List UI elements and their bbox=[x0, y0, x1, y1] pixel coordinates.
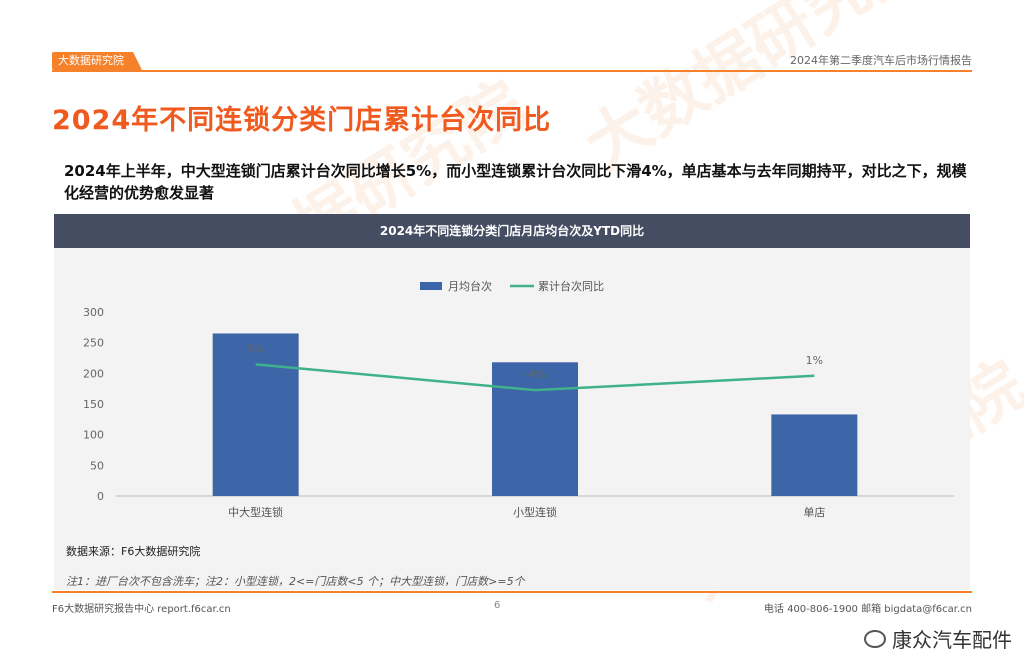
data-label: 5% bbox=[247, 342, 264, 355]
report-name: 2024年第二季度汽车后市场行情报告 bbox=[790, 54, 972, 67]
page-number: 6 bbox=[494, 600, 501, 611]
chart: 0 50 100 150 200 250 300 中大型连锁 小型连锁 单店 5% -4% 1% 月均台次… bbox=[83, 279, 954, 519]
chart-panel: 2024年不同连锁分类门店月店均台次及YTD同比 0 50 100 150 200 250… bbox=[54, 214, 970, 590]
page-title: 2024年不同连锁分类门店累计台次同比 bbox=[52, 105, 552, 136]
y-tick-label: 50 bbox=[90, 459, 104, 472]
y-tick-label: 200 bbox=[83, 367, 104, 380]
x-tick-label: 单店 bbox=[803, 505, 825, 519]
y-tick-label: 150 bbox=[83, 398, 104, 411]
legend-label-line: 累计台次同比 bbox=[538, 279, 604, 293]
weibo-icon bbox=[864, 629, 886, 648]
y-tick-label: 300 bbox=[83, 306, 104, 319]
footnotes: 注1：进厂台次不包含洗车；注2：小型连锁，2<=门店数<5 个；中大型连锁，门店… bbox=[66, 575, 525, 588]
bar bbox=[771, 414, 858, 496]
header-divider bbox=[52, 70, 972, 72]
footer-contact: 电话 400-806-1900 邮箱 bigdata@f6car.cn bbox=[763, 604, 972, 615]
legend-swatch-bar bbox=[420, 282, 442, 290]
chart-title: 2024年不同连锁分类门店月店均台次及YTD同比 bbox=[54, 214, 970, 248]
watermark: 大数据研究院 bbox=[572, 0, 938, 185]
x-tick-label: 小型连锁 bbox=[513, 505, 557, 519]
footer-left: F6大数据研究报告中心 report.f6car.cn bbox=[52, 604, 231, 615]
data-label: 1% bbox=[806, 354, 823, 367]
bar bbox=[492, 362, 578, 496]
brand-logo: 大数据研究院 bbox=[52, 52, 142, 70]
weibo-account: 康众汽车配件 bbox=[892, 628, 1012, 652]
data-label: -4% bbox=[524, 368, 545, 381]
legend-label-bar: 月均台次 bbox=[448, 279, 492, 293]
y-tick-label: 0 bbox=[97, 490, 104, 503]
data-source: 数据来源：F6大数据研究院 bbox=[66, 545, 201, 558]
bar bbox=[212, 333, 299, 496]
summary-text: 2024年上半年，中大型连锁门店累计台次同比增长5%，而小型连锁累计台次同比下滑… bbox=[64, 162, 967, 202]
footer-divider bbox=[52, 591, 972, 593]
line-series bbox=[255, 363, 815, 392]
y-tick-label: 100 bbox=[83, 429, 104, 442]
x-tick-label: 中大型连锁 bbox=[228, 505, 283, 519]
y-tick-label: 250 bbox=[83, 337, 104, 350]
weibo-watermark: 康众汽车配件 bbox=[864, 624, 1012, 653]
